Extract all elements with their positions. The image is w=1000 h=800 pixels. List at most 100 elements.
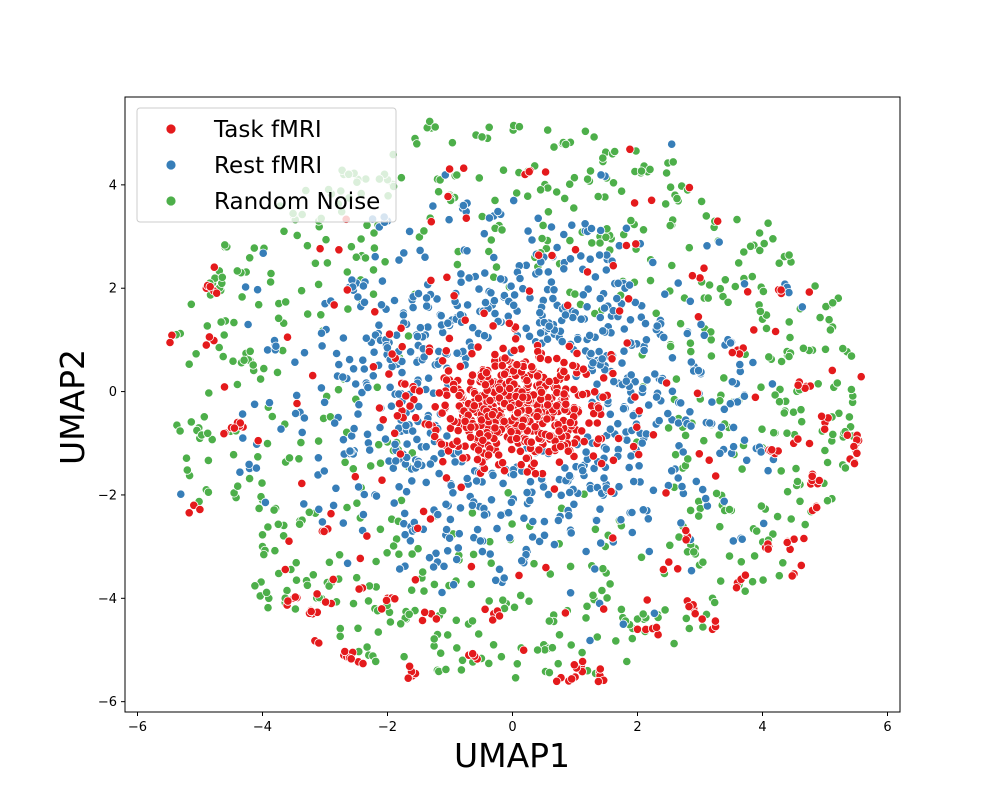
point-random-noise [724,504,735,515]
point-random-noise [414,232,424,242]
point-task-fmri [749,325,759,335]
point-rest-fmri [595,312,605,323]
point-random-noise [582,174,593,184]
point-rest-fmri [596,225,606,236]
point-task-fmri [377,604,387,614]
point-rest-fmri [556,490,566,500]
point-rest-fmri [317,341,327,351]
point-rest-fmri [739,391,750,401]
point-rest-fmri [489,296,499,306]
point-rest-fmri [716,422,727,432]
y-tick-label: 2 [109,282,117,297]
point-task-fmri [437,408,447,418]
point-task-fmri [319,526,329,537]
point-rest-fmri [258,248,268,258]
point-rest-fmri [506,281,516,291]
point-task-fmri [543,355,553,365]
point-rest-fmri [714,237,724,247]
point-random-noise [598,153,608,163]
point-random-noise [840,463,851,473]
point-rest-fmri [389,498,399,508]
point-random-noise [254,300,264,310]
point-task-fmri [530,422,540,432]
point-rest-fmri [629,476,639,487]
point-task-fmri [472,454,483,465]
point-random-noise [294,454,304,464]
point-rest-fmri [297,427,307,437]
point-random-noise [263,522,273,532]
point-task-fmri [517,421,527,431]
point-rest-fmri [660,289,670,299]
point-rest-fmri [737,534,747,544]
point-task-fmri [579,436,589,447]
point-rest-fmri [674,441,684,451]
point-rest-fmri [290,357,300,367]
point-random-noise [704,280,715,290]
point-task-fmri [554,457,565,467]
point-rest-fmri [650,369,660,379]
point-rest-fmri [331,483,341,493]
point-task-fmri [541,562,551,573]
point-rest-fmri [264,398,275,408]
point-random-noise [184,359,194,369]
point-random-noise [776,466,786,476]
point-random-noise [636,552,647,562]
point-rest-fmri [353,482,364,492]
point-rest-fmri [407,476,417,486]
point-rest-fmri [639,345,649,356]
point-task-fmri [540,167,551,177]
point-rest-fmri [349,423,359,434]
point-task-fmri [544,376,554,387]
point-random-noise [503,488,513,498]
legend-label: Task fMRI [213,117,322,143]
point-task-fmri [205,282,215,292]
point-random-noise [757,424,767,434]
point-rest-fmri [644,400,654,410]
point-rest-fmri [251,463,261,473]
point-random-noise [715,284,725,294]
point-task-fmri [444,333,454,343]
point-random-noise [800,519,810,530]
point-rest-fmri [698,484,708,495]
point-random-noise [689,547,699,557]
point-random-noise [363,596,374,606]
point-random-noise [544,667,555,678]
point-rest-fmri [616,515,626,525]
point-random-noise [375,458,386,468]
point-task-fmri [661,488,671,498]
point-rest-fmri [486,288,496,298]
point-rest-fmri [517,556,527,566]
point-task-fmri [454,390,464,401]
point-task-fmri [593,676,604,687]
point-random-noise [590,524,601,534]
point-task-fmri [559,389,569,399]
point-random-noise [716,576,726,586]
point-task-fmri [292,398,302,409]
point-random-noise [308,570,318,580]
point-task-fmri [710,616,721,626]
point-random-noise [711,488,722,498]
point-task-fmri [456,482,466,492]
point-task-fmri [253,436,263,446]
point-rest-fmri [334,359,344,370]
point-task-fmri [547,250,557,261]
point-rest-fmri [338,518,348,528]
point-rest-fmri [678,447,688,457]
point-task-fmri [578,364,589,374]
point-rest-fmri [241,282,251,292]
point-rest-fmri [515,273,525,284]
point-random-noise [680,430,691,440]
point-random-noise [284,453,295,463]
point-task-fmri [358,658,368,669]
point-random-noise [784,351,794,362]
point-rest-fmri [431,548,441,558]
point-rest-fmri [464,273,474,283]
point-random-noise [825,325,836,335]
point-random-noise [302,580,312,590]
point-rest-fmri [382,343,392,353]
point-random-noise [452,259,462,270]
point-rest-fmri [405,347,416,357]
point-rest-fmri [549,285,559,295]
point-task-fmri [342,285,352,295]
point-rest-fmri [691,476,701,486]
